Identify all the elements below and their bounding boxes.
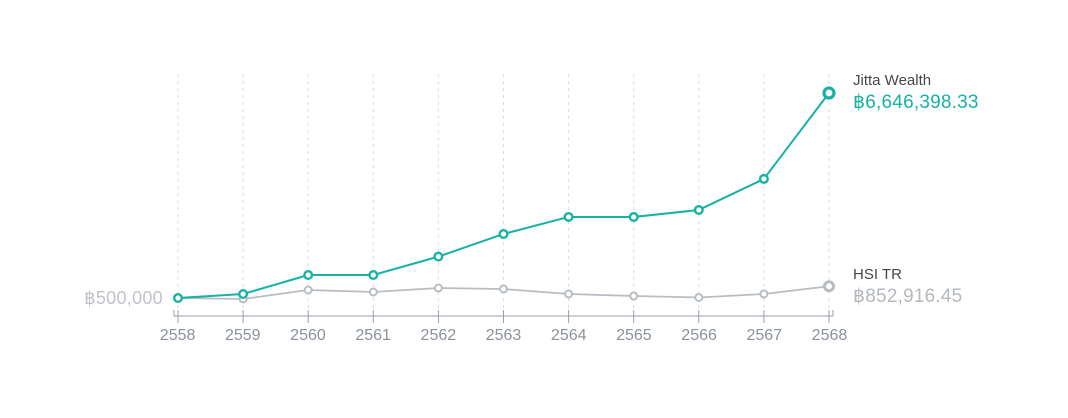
x-tick-label: 2558 <box>159 327 196 344</box>
x-tick-label: 2564 <box>550 327 587 344</box>
data-point-marker[interactable] <box>823 280 835 293</box>
data-point-marker[interactable] <box>433 283 443 293</box>
x-tick-label: 2560 <box>290 327 326 344</box>
x-axis-tick-labels: 2558 2559 2560 2561 2562 2563 2564 2565 … <box>145 327 862 344</box>
data-point-marker[interactable] <box>172 293 183 304</box>
data-point-marker[interactable] <box>368 287 378 297</box>
x-tick-label: 2563 <box>485 327 522 344</box>
x-tick-label: 2565 <box>616 327 652 344</box>
data-point-marker[interactable] <box>368 269 379 280</box>
hsi-tr-annotation: HSI TR ฿852,916.45 <box>853 266 962 307</box>
jitta-wealth-series-name: Jitta Wealth <box>853 72 932 89</box>
hsi-tr-series-value: ฿852,916.45 <box>853 286 963 307</box>
data-point-marker[interactable] <box>694 292 704 302</box>
data-point-marker[interactable] <box>563 211 574 222</box>
x-tick-label: 2559 <box>224 327 261 344</box>
data-point-marker[interactable] <box>303 269 314 280</box>
x-tick-label: 2567 <box>746 327 783 344</box>
data-point-marker[interactable] <box>693 204 704 215</box>
data-point-marker[interactable] <box>629 291 639 301</box>
data-point-marker[interactable] <box>238 288 249 299</box>
data-point-marker[interactable] <box>499 284 508 294</box>
data-point-marker[interactable] <box>303 285 313 295</box>
jitta-wealth-series-value: ฿6,646,398.33 <box>853 92 979 113</box>
data-point-marker[interactable] <box>628 211 639 222</box>
x-tick-label: 2568 <box>811 327 848 344</box>
data-point-marker[interactable] <box>498 228 509 239</box>
data-point-marker[interactable] <box>822 86 836 100</box>
x-tick-label: 2566 <box>681 327 717 344</box>
jitta-wealth-annotation: Jitta Wealth ฿6,646,398.33 <box>853 72 979 113</box>
y-axis-baseline-label: ฿500,000 <box>84 288 163 308</box>
data-point-marker[interactable] <box>564 289 574 299</box>
x-tick-label: 2561 <box>355 327 391 344</box>
hsi-tr-series-name: HSI TR <box>853 266 902 283</box>
data-point-marker[interactable] <box>759 289 769 299</box>
x-tick-label: 2562 <box>420 327 457 344</box>
data-point-marker[interactable] <box>433 251 444 262</box>
data-point-marker[interactable] <box>758 173 769 184</box>
